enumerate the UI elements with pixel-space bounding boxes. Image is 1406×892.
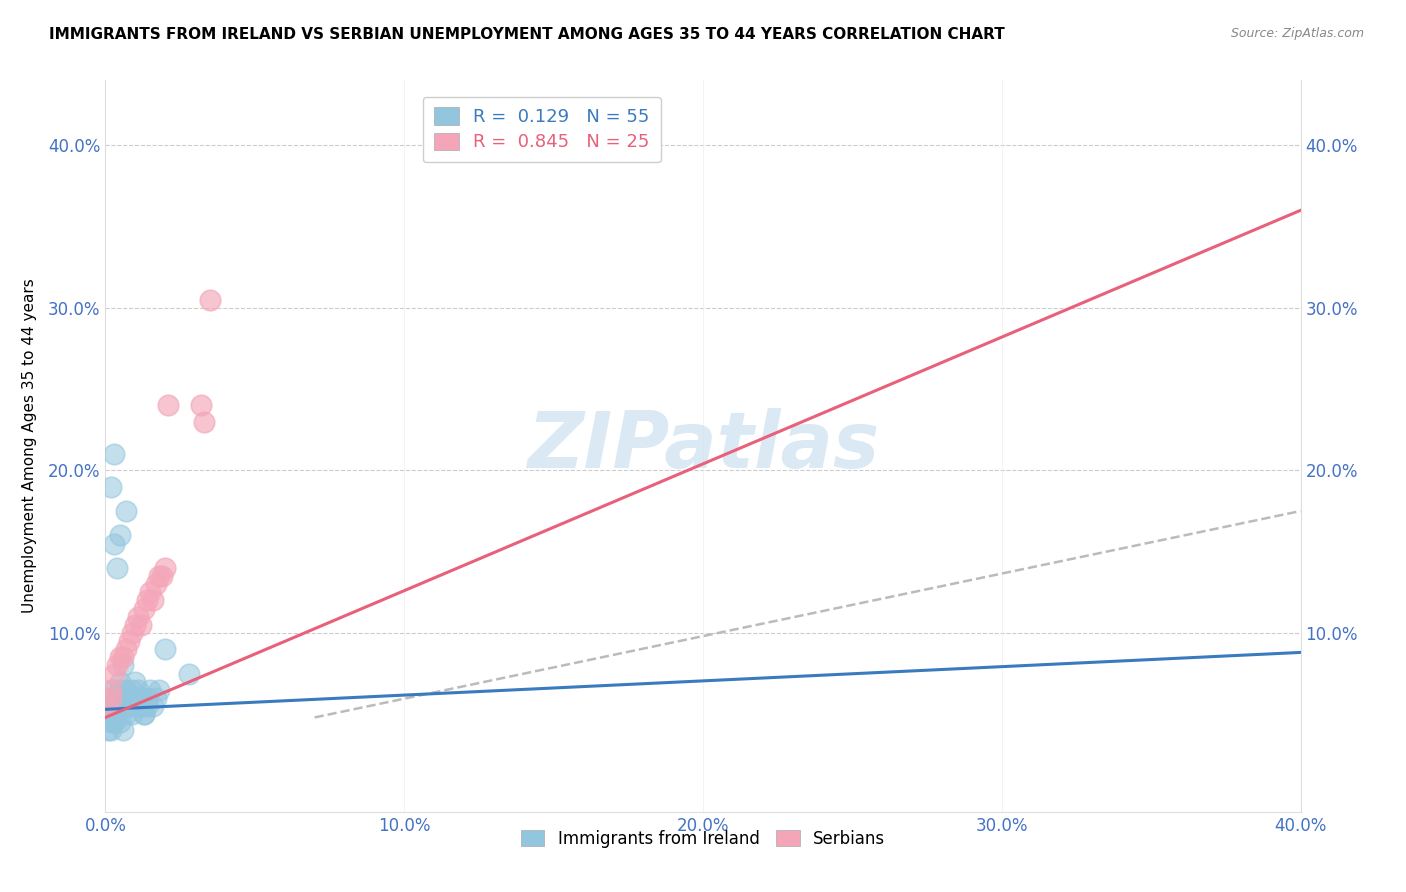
Point [110, 682, 132, 697]
Point [145, 690, 167, 705]
Point [115, 690, 138, 705]
Point [110, 690, 132, 705]
Point [107, 699, 129, 714]
Point [177, 666, 201, 681]
Point [118, 634, 141, 648]
Point [118, 699, 141, 714]
Point [136, 699, 159, 714]
Point [97, 707, 120, 722]
Point [115, 707, 138, 722]
Point [103, 707, 125, 722]
Point [150, 569, 173, 583]
Point [110, 715, 132, 730]
Point [112, 658, 135, 673]
Point [127, 682, 149, 697]
Point [136, 593, 159, 607]
Point [112, 699, 135, 714]
Point [145, 577, 167, 591]
Point [155, 642, 177, 657]
Point [110, 528, 132, 542]
Legend: Immigrants from Ireland, Serbians: Immigrants from Ireland, Serbians [515, 823, 891, 855]
Point [103, 682, 125, 697]
Point [103, 666, 125, 681]
Point [103, 536, 125, 550]
Point [100, 699, 122, 714]
Point [118, 699, 141, 714]
Point [103, 715, 125, 730]
Point [129, 690, 153, 705]
Point [115, 504, 138, 518]
Point [112, 690, 135, 705]
Point [129, 699, 153, 714]
Point [103, 447, 125, 461]
Point [198, 293, 221, 307]
Text: ZIPatlas: ZIPatlas [527, 408, 879, 484]
Point [115, 642, 138, 657]
Y-axis label: Unemployment Among Ages 35 to 44 years: Unemployment Among Ages 35 to 44 years [22, 278, 37, 614]
Point [110, 650, 132, 665]
Point [112, 723, 135, 738]
Point [148, 682, 170, 697]
Point [103, 690, 125, 705]
Point [121, 707, 143, 722]
Point [129, 699, 153, 714]
Point [107, 561, 129, 575]
Point [107, 707, 129, 722]
Point [121, 626, 143, 640]
Point [190, 398, 212, 412]
Point [112, 650, 135, 665]
Point [100, 690, 122, 705]
Point [134, 601, 156, 615]
Point [127, 690, 149, 705]
Point [107, 658, 129, 673]
Point [134, 707, 156, 722]
Point [124, 699, 146, 714]
Point [155, 561, 177, 575]
Point [127, 609, 149, 624]
Point [100, 682, 122, 697]
Point [136, 690, 159, 705]
Point [97, 699, 120, 714]
Point [139, 682, 162, 697]
Point [107, 699, 129, 714]
Point [142, 593, 165, 607]
Point [124, 617, 146, 632]
Point [100, 480, 122, 494]
Point [100, 723, 122, 738]
Point [103, 715, 125, 730]
Text: IMMIGRANTS FROM IRELAND VS SERBIAN UNEMPLOYMENT AMONG AGES 35 TO 44 YEARS CORREL: IMMIGRANTS FROM IRELAND VS SERBIAN UNEMP… [49, 27, 1005, 42]
Point [121, 682, 143, 697]
Point [124, 690, 146, 705]
Point [134, 707, 156, 722]
Point [193, 415, 215, 429]
Point [115, 682, 138, 697]
Point [129, 617, 153, 632]
Point [124, 674, 146, 689]
Point [148, 569, 170, 583]
Point [157, 398, 180, 412]
Point [100, 690, 122, 705]
Text: Source: ZipAtlas.com: Source: ZipAtlas.com [1230, 27, 1364, 40]
Point [107, 707, 129, 722]
Point [142, 699, 165, 714]
Point [100, 715, 122, 730]
Point [110, 674, 132, 689]
Point [139, 585, 162, 599]
Point [97, 723, 120, 738]
Point [118, 690, 141, 705]
